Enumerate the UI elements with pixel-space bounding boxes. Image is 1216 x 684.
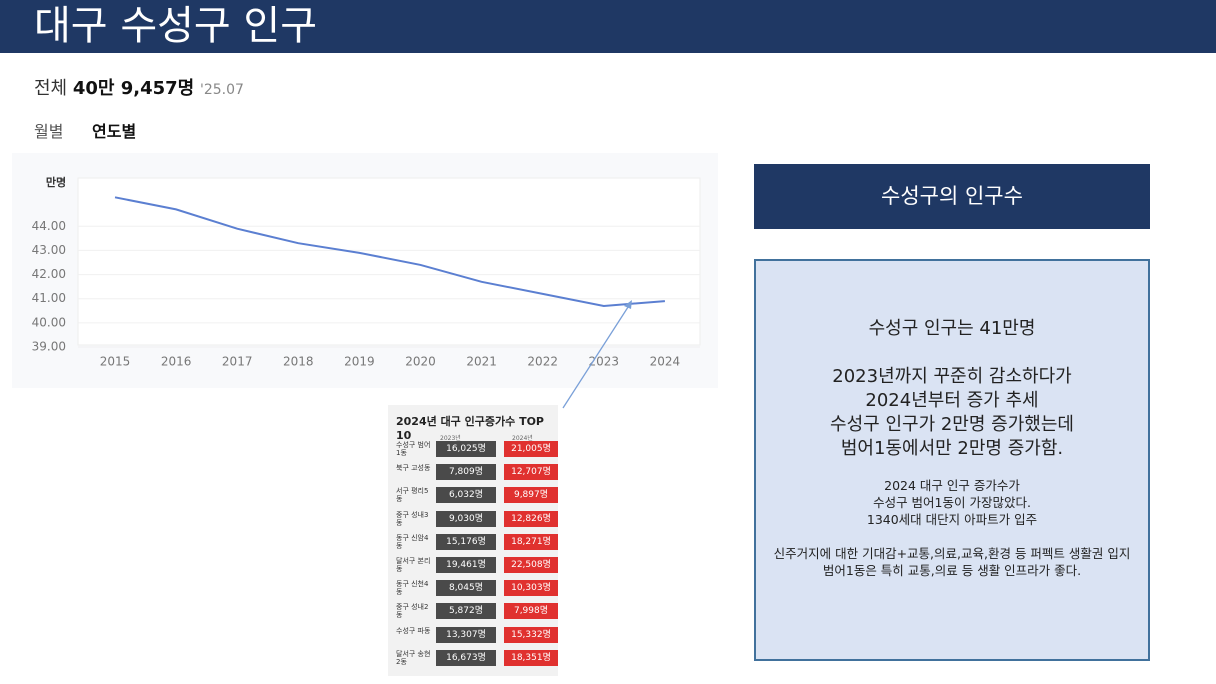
info-line: 범어1동에서만 2만명 증가함. (840, 438, 1064, 459)
value-2023: 16,025명 (436, 441, 496, 457)
value-2024: 18,351명 (504, 649, 558, 666)
table: 2024년 대구 인구증가수 TOP 10 2023년 2024년 수성구 범어… (388, 405, 558, 676)
y-tick-label: 39.00 (32, 340, 66, 354)
info-detail: 수성구 범어1동이 가장많았다. (873, 495, 1031, 510)
value-2024: 18,271명 (504, 533, 558, 550)
x-tick-label: 2017 (222, 355, 253, 369)
district: 달서구 본리동 (396, 557, 431, 573)
y-tick-label: 42.00 (32, 267, 66, 281)
spacer (756, 461, 1148, 477)
district: 북구 고성동 (396, 464, 431, 473)
info-line: 수성구 인구가 2만명 증가했는데 (830, 414, 1074, 435)
info-title: 수성구의 인구수 (754, 164, 1150, 229)
table-title: 2024년 대구 인구증가수 TOP 10 (396, 415, 544, 442)
header-title: 대구 수성구 인구 (0, 0, 1216, 53)
y-unit: 만명 (46, 175, 66, 189)
x-tick-label: 2022 (527, 355, 558, 369)
value-2023: 19,461명 (436, 557, 496, 573)
district: 서구 평리5동 (396, 487, 429, 504)
value-2024: 12,826명 (504, 510, 558, 527)
x-tick-label: 2016 (161, 355, 192, 369)
spacer (756, 528, 1148, 545)
value-2023: 8,045명 (436, 580, 496, 597)
table-row: 동구 신천4동 8,045명 10,303명 (396, 580, 558, 598)
info-detail: 2024 대구 인구 증가수가 (884, 478, 1020, 493)
district: 동구 신천4동 (396, 580, 429, 597)
plot-area (77, 177, 701, 346)
x-tick-label: 2023 (589, 355, 620, 369)
x-tick-label: 2020 (405, 355, 436, 369)
value-2024: 7,998명 (504, 603, 558, 620)
value-2023: 5,872명 (436, 603, 496, 620)
value-2023: 9,030명 (436, 510, 496, 527)
y-tick-label: 44.00 (32, 219, 66, 233)
value-2023: 7,809명 (436, 464, 496, 481)
table-row: 동구 신암4동 15,176명 18,271명 (396, 533, 558, 552)
district: 동구 신암4동 (396, 533, 429, 550)
table-row: 수성구 파동 13,307명 15,332명 (396, 626, 558, 645)
table-row: 서구 평리5동 6,032명 9,897명 (396, 487, 558, 505)
table-row: 북구 고성동 7,809명 12,707명 (396, 464, 558, 482)
info-line (756, 341, 1148, 365)
info-extra: 신주거지에 대한 기대감+교통,의료,교육,환경 등 퍼펙트 생활권 입지 (773, 546, 1131, 561)
value-2024: 22,508명 (504, 557, 558, 573)
value-2024: 10,303명 (504, 580, 558, 597)
value-2023: 13,307명 (436, 626, 496, 643)
district: 수성구 범어1동 (396, 441, 431, 457)
summary-total: 40만 9,457명 (72, 78, 195, 99)
y-tick-label: 40.00 (32, 315, 66, 329)
summary: 전체 40만 9,457명 '25.07 (34, 74, 244, 100)
district: 달서구 송현2동 (396, 649, 431, 666)
x-tick-label: 2015 (100, 355, 131, 369)
y-tick-label: 43.00 (32, 243, 66, 257)
tab-active[interactable]: 연도별 (92, 118, 137, 156)
info-detail: 1340세대 대단지 아파트가 입주 (866, 512, 1038, 527)
line-chart: 만명 39.00 40.00 41.00 42.00 43.00 44.00 2015 201… (32, 175, 701, 369)
chart-panel: 만명 39.00 40.00 41.00 42.00 43.00 44.00 2015 201… (12, 153, 718, 388)
table-row: 달서구 송현2동 16,673명 18,351명 (396, 649, 558, 668)
x-tick-label: 2018 (283, 355, 314, 369)
table-row: 달서구 본리동 19,461명 22,508명 (396, 557, 558, 575)
x-tick-label: 2021 (466, 355, 497, 369)
table-row: 중구 성내3동 9,030명 12,826명 (396, 510, 558, 529)
tab[interactable]: 월별 (34, 122, 64, 141)
info-line: 2024년부터 증가 추세 (865, 390, 1039, 411)
summary-date: '25.07 (199, 82, 244, 98)
table-row: 수성구 범어1동 16,025명 21,005명 (396, 441, 558, 459)
table-column: 2024년 (512, 435, 533, 442)
district: 수성구 파동 (396, 626, 431, 635)
y-tick-label: 41.00 (32, 291, 66, 305)
info-box: 수성구 인구는 41만명 2023년까지 꾸준히 감소하다가 2024년부터 증가 … (754, 259, 1150, 661)
district: 중구 성내2동 (396, 603, 429, 620)
info-extra: 범어1동은 특히 교통,의료 등 생활 인프라가 좋다. (822, 563, 1082, 578)
x-tick-label: 2024 (650, 355, 681, 369)
value-2024: 15,332명 (504, 626, 558, 643)
summary-label: 전체 (34, 78, 68, 99)
info-line: 수성구 인구는 41만명 (868, 318, 1036, 339)
table-column: 2023년 (440, 435, 461, 442)
value-2023: 15,176명 (436, 533, 496, 550)
table-row: 중구 성내2동 5,872명 7,998명 (396, 603, 558, 621)
line (114, 196, 665, 307)
district: 중구 성내3동 (396, 510, 429, 527)
value-2024: 9,897명 (504, 487, 558, 504)
info-line: 2023년까지 꾸준히 감소하다가 (832, 366, 1072, 387)
value-2024: 21,005명 (504, 441, 558, 457)
value-2024: 12,707명 (504, 464, 558, 481)
value-2023: 16,673명 (436, 649, 496, 666)
x-tick-label: 2019 (344, 355, 375, 369)
value-2023: 6,032명 (436, 487, 496, 504)
